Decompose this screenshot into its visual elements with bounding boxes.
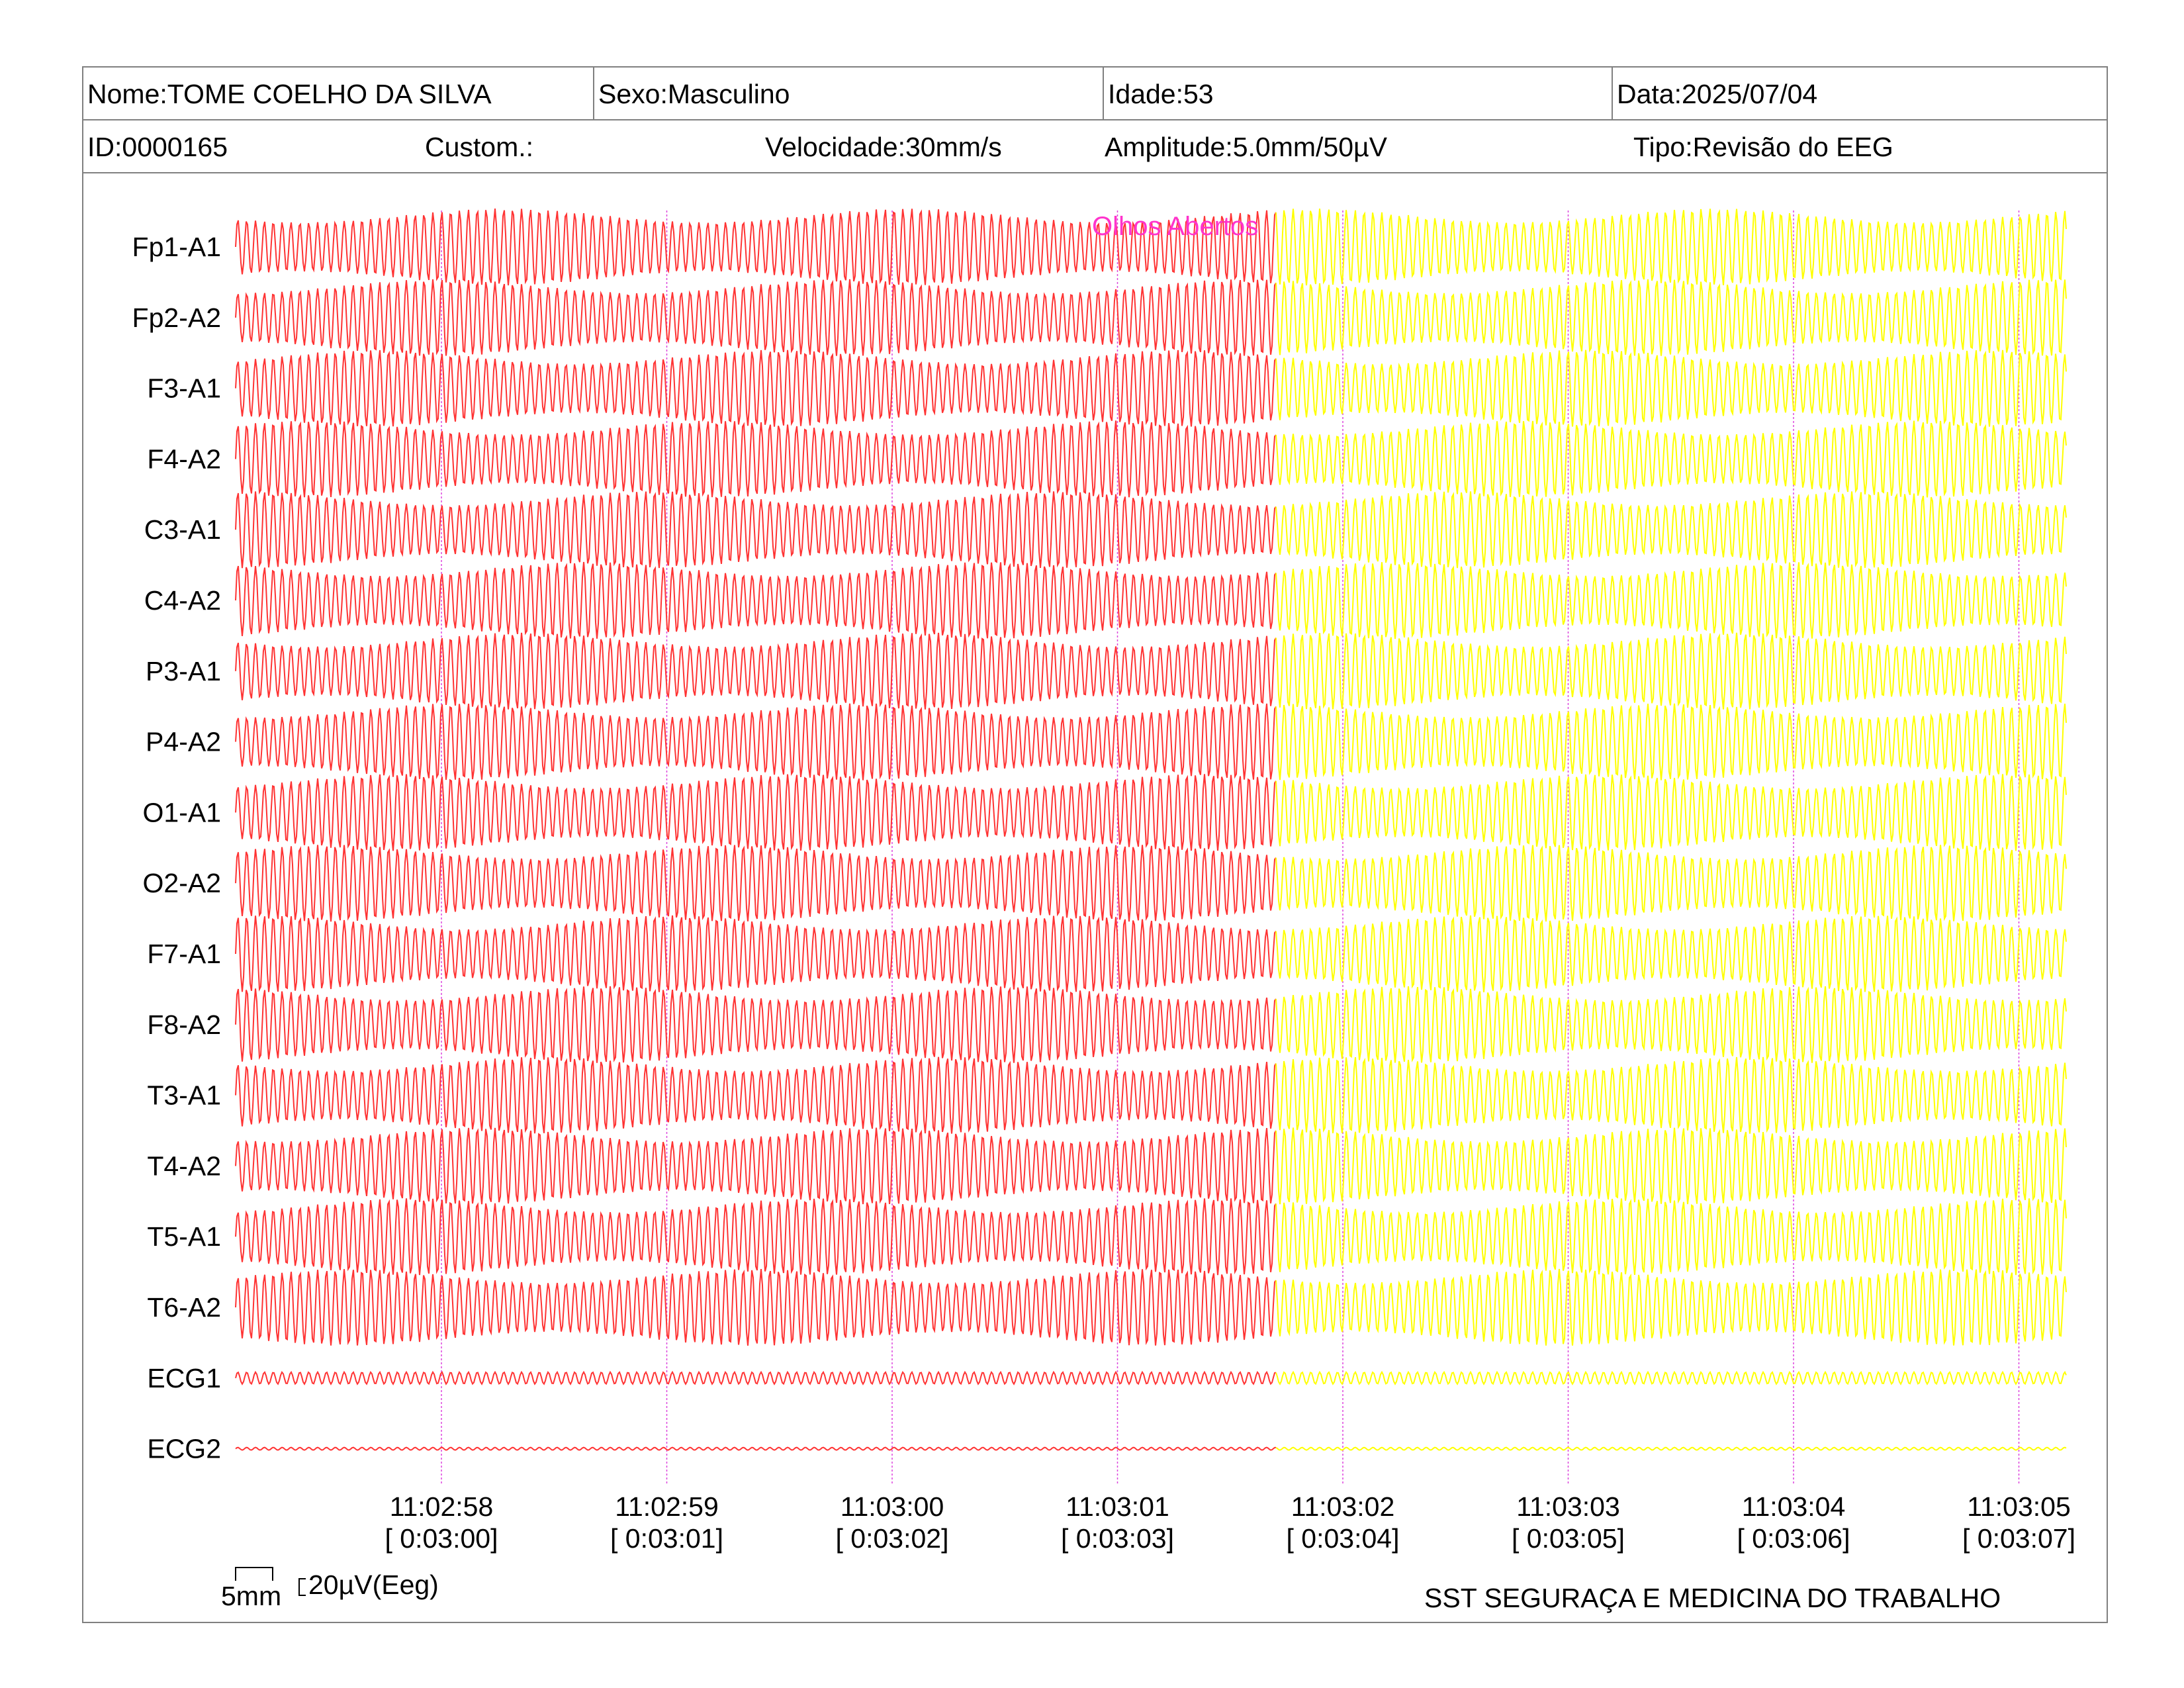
channel-label: P3-A1 xyxy=(146,656,221,686)
channel-label: T5-A1 xyxy=(147,1221,221,1252)
channel-trace xyxy=(1275,915,2067,992)
channel-labels: Fp1-A1 Fp2-A2 F3-A1 F4-A2 C3-A1 C4-A2 P3-A1 P4-… xyxy=(132,232,221,1464)
channel-label: F4-A2 xyxy=(147,444,221,474)
channel-trace xyxy=(1275,1268,2067,1346)
channel-label: C4-A2 xyxy=(144,585,221,616)
time-scale-bracket xyxy=(235,1567,273,1581)
channel-trace xyxy=(1275,420,2067,498)
channel-trace xyxy=(235,915,1277,992)
channel-label: ECG1 xyxy=(147,1363,221,1393)
channel-trace xyxy=(235,1370,1277,1385)
tick-label-elapsed: [ 0:03:00] xyxy=(385,1523,498,1554)
speed-setting: Velocidade:30mm/s xyxy=(765,132,1002,162)
channel-trace xyxy=(1275,1056,2067,1134)
tick-label-elapsed: [ 0:03:05] xyxy=(1512,1523,1625,1554)
tick-label-elapsed: [ 0:03:03] xyxy=(1061,1523,1174,1554)
channel-label: F7-A1 xyxy=(147,939,221,969)
channel-trace xyxy=(235,279,1277,356)
report-frame: Nome:TOME COELHO DA SILVA Sexo:Masculino… xyxy=(82,66,2108,1623)
exam-date: Data:2025/07/04 xyxy=(1612,68,2108,119)
tick-label-elapsed: [ 0:03:02] xyxy=(836,1523,949,1554)
channel-trace xyxy=(1275,1370,2067,1385)
channel-label: O2-A2 xyxy=(143,868,222,898)
annotation-label: Olhos Abertos xyxy=(1092,212,1258,241)
tick-label-elapsed: [ 0:03:01] xyxy=(610,1523,723,1554)
channel-trace xyxy=(235,1198,1277,1276)
header-row-2: ID:0000165 Custom.: Velocidade:30mm/s Am… xyxy=(83,120,2107,173)
channel-trace xyxy=(235,209,1277,286)
channel-label: T6-A2 xyxy=(147,1292,221,1323)
channel-label: T3-A1 xyxy=(147,1080,221,1111)
tick-label-clock: 11:03:03 xyxy=(1516,1491,1620,1522)
channel-trace xyxy=(235,845,1277,922)
channel-label: C3-A1 xyxy=(144,514,221,545)
channel-trace xyxy=(1275,986,2067,1063)
amplitude-scale-label: 20µV(Eeg) xyxy=(308,1570,439,1600)
custom-field: Custom.: xyxy=(425,132,534,162)
amplitude-scale-bracket xyxy=(298,1578,306,1596)
channel-trace xyxy=(235,491,1277,569)
channel-trace xyxy=(1275,562,2067,639)
channel-trace xyxy=(1275,1446,2067,1451)
channel-label: F8-A2 xyxy=(147,1009,221,1040)
channel-trace xyxy=(235,420,1277,498)
patient-age: Idade:53 xyxy=(1103,68,1612,119)
channel-trace xyxy=(235,561,1277,639)
patient-name: Nome:TOME COELHO DA SILVA xyxy=(87,79,492,109)
channel-label: ECG2 xyxy=(147,1434,221,1464)
channel-trace xyxy=(1275,703,2067,780)
channel-label: Fp1-A1 xyxy=(132,232,221,262)
channel-label: F3-A1 xyxy=(147,373,221,404)
patient-sex: Sexo:Masculino xyxy=(593,68,1103,119)
time-scale-label: 5mm xyxy=(221,1581,281,1611)
tick-label-clock: 11:03:04 xyxy=(1742,1491,1846,1522)
channel-label: Fp2-A2 xyxy=(132,303,221,333)
channel-trace xyxy=(1275,209,2067,286)
tick-label-clock: 11:03:01 xyxy=(1066,1491,1169,1522)
time-tick-labels: 11:02:58[ 0:03:00] 11:02:59[ 0:03:01] 11:0… xyxy=(385,1491,2075,1554)
channel-trace xyxy=(235,1269,1277,1346)
channel-trace xyxy=(235,1127,1277,1205)
tick-label-clock: 11:03:02 xyxy=(1291,1491,1395,1522)
tick-label-clock: 11:03:05 xyxy=(1967,1491,2071,1522)
header-row-1: Nome:TOME COELHO DA SILVA Sexo:Masculino… xyxy=(83,68,2107,120)
tick-label-elapsed: [ 0:03:07] xyxy=(1962,1523,2075,1554)
tick-label-clock: 11:02:58 xyxy=(390,1491,494,1522)
channel-trace xyxy=(1275,350,2067,427)
amplitude-setting: Amplitude:5.0mm/50µV xyxy=(1105,132,1387,162)
patient-id: ID:0000165 xyxy=(87,132,228,162)
channel-trace xyxy=(235,632,1277,710)
channel-trace xyxy=(235,1446,1277,1451)
company-name: SST SEGURAÇA E MEDICINA DO TRABALHO xyxy=(1424,1583,2001,1613)
exam-type: Tipo:Revisão do EEG xyxy=(1633,132,1893,162)
channel-trace xyxy=(1275,845,2067,922)
channel-trace xyxy=(1275,632,2067,710)
channel-trace xyxy=(235,774,1277,851)
channel-trace xyxy=(235,703,1277,780)
eeg-traces xyxy=(235,209,2067,1451)
channel-trace xyxy=(235,350,1277,427)
channel-label: T4-A2 xyxy=(147,1150,221,1181)
channel-trace xyxy=(1275,1127,2067,1205)
channel-trace xyxy=(235,1056,1277,1134)
channel-label: P4-A2 xyxy=(146,727,221,757)
tick-label-clock: 11:03:00 xyxy=(841,1491,944,1522)
channel-trace xyxy=(1275,774,2067,851)
channel-trace xyxy=(235,986,1277,1063)
tick-label-clock: 11:02:59 xyxy=(615,1491,719,1522)
channel-trace xyxy=(1275,491,2067,569)
channel-trace xyxy=(1275,279,2067,356)
channel-trace xyxy=(1275,1198,2067,1276)
scale-bar: 5mm 20µV(Eeg) xyxy=(221,1567,439,1611)
tick-label-elapsed: [ 0:03:06] xyxy=(1737,1523,1850,1554)
time-markers xyxy=(441,211,2020,1484)
tick-label-elapsed: [ 0:03:04] xyxy=(1287,1523,1400,1554)
channel-label: O1-A1 xyxy=(143,797,222,827)
